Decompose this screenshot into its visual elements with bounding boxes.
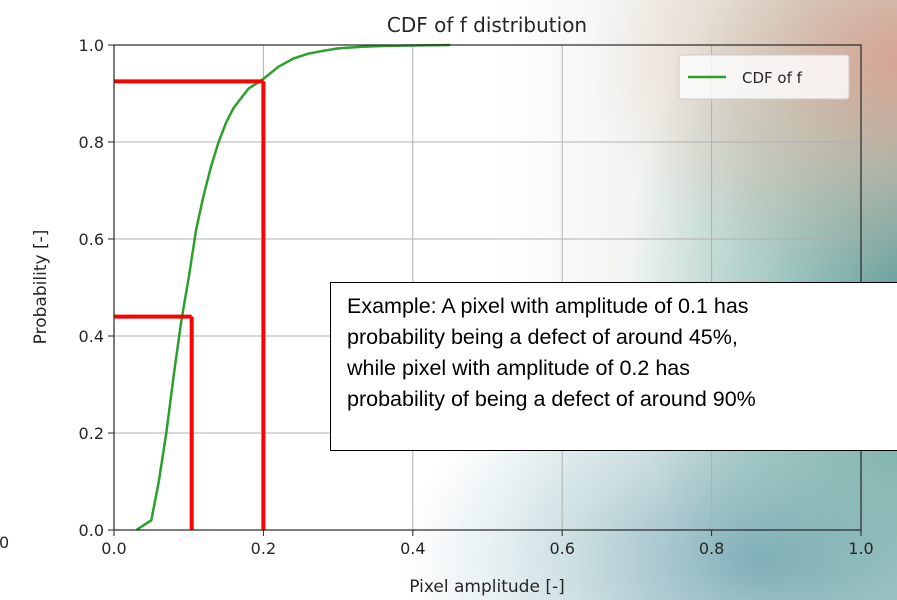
partial-tick-label: 0: [0, 533, 9, 552]
legend-label: CDF of f: [742, 69, 803, 87]
y-tick-label: 0.2: [79, 424, 104, 443]
cdf-line: [135, 43, 451, 532]
legend-box: [678, 54, 850, 100]
annotation-line-2: probability being a defect of around 45%…: [347, 325, 738, 349]
annotation-markers: [114, 79, 266, 530]
x-tick-label: 0.4: [400, 539, 425, 558]
x-tick-label: 0.2: [251, 539, 276, 558]
y-tick-label: 0.4: [79, 327, 104, 346]
series-layer: [135, 43, 451, 532]
y-tick-label: 0.8: [79, 133, 104, 152]
y-tick-label: 0.0: [79, 521, 104, 540]
y-tick-label: 0.6: [79, 230, 104, 249]
x-tick-label: 1.0: [848, 539, 873, 558]
chart-title: CDF of f distribution: [387, 13, 587, 37]
y-axis-label: Probability [-]: [31, 230, 51, 345]
x-tick-label: 0.0: [101, 539, 126, 558]
x-tick-label: 0.6: [549, 539, 574, 558]
y-tick-label: 1.0: [79, 36, 104, 55]
ticks: 0.0 0.2 0.4 0.6 0.8 1.0 0.0 0.2 0.4 0.6 0.8 1.0: [79, 36, 874, 558]
x-tick-label: 0.8: [699, 539, 724, 558]
annotation-line-3: while pixel with amplitude of 0.2 has: [347, 356, 690, 380]
annotation-box: Example: A pixel with amplitude of 0.1 h…: [330, 282, 897, 451]
x-axis-label: Pixel amplitude [-]: [409, 577, 564, 597]
annotation-line-1: Example: A pixel with amplitude of 0.1 h…: [347, 294, 749, 318]
legend: CDF of f: [678, 54, 850, 100]
annotation-line-4: probability of being a defect of around …: [347, 387, 756, 411]
